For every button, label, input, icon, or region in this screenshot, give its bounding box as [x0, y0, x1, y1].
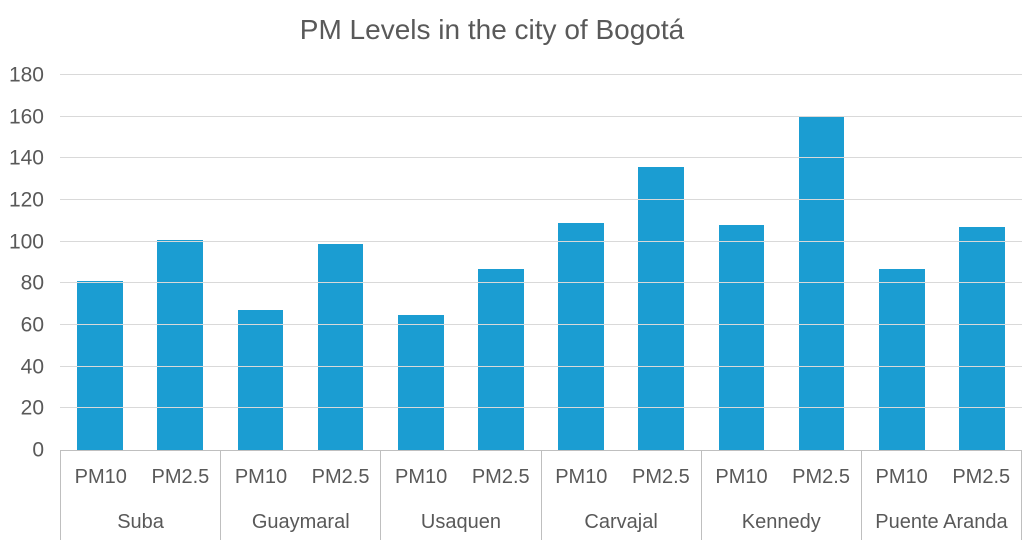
sub-category-row: PM10 PM2.5	[61, 451, 220, 504]
bar-PM10-Carvajal	[558, 222, 604, 450]
bar-PM10-Suba	[77, 281, 123, 450]
bar-slot	[701, 75, 781, 450]
bar-slot	[140, 75, 220, 450]
y-tick-label: 20	[20, 396, 44, 420]
gridline	[60, 407, 1022, 409]
bar-group	[381, 75, 541, 450]
x-axis-group: PM10 PM2.5 Guaymaral	[221, 451, 382, 540]
y-tick-label: 160	[8, 105, 44, 129]
bar-slot	[220, 75, 300, 450]
y-tick-label: 60	[20, 313, 44, 337]
y-axis: 0 20 40 60 80 100 120 140 160 180	[0, 65, 48, 461]
gridline	[60, 74, 1022, 75]
bar-slot	[541, 75, 621, 450]
bar-group	[220, 75, 380, 450]
sub-category-label: PM10	[234, 466, 288, 489]
plot-area	[60, 74, 1022, 450]
y-tick-label: 140	[8, 146, 44, 170]
bar-group	[60, 75, 220, 450]
x-axis-group: PM10 PM2.5 Suba	[61, 451, 222, 540]
bar-slot	[942, 75, 1022, 450]
bar-slot	[461, 75, 541, 450]
bar-group	[862, 75, 1022, 450]
x-axis-group: PM10 PM2.5 Kennedy	[702, 451, 862, 540]
sub-category-label: PM10	[555, 466, 608, 489]
group-label: Guaymaral	[251, 510, 350, 533]
sub-category-row: PM10 PM2.5	[542, 451, 701, 504]
sub-category-label: PM10	[875, 466, 928, 489]
gridline	[60, 240, 1022, 242]
bar-PM10-Guaymaral	[237, 310, 284, 450]
gridline	[60, 157, 1022, 159]
bar-slot	[621, 75, 701, 450]
group-label: Usaquen	[420, 510, 501, 533]
bar-group	[701, 75, 861, 450]
bar-slot	[781, 75, 861, 450]
chart-title: PM Levels in the city of Bogotá	[299, 14, 685, 45]
y-tick-label: 40	[20, 355, 44, 379]
bar-slot	[381, 75, 461, 450]
sub-category-label: PM2.5	[151, 466, 210, 489]
group-label: Kennedy	[741, 510, 821, 533]
sub-category-label: PM2.5	[311, 466, 370, 489]
sub-category-label: PM10	[395, 466, 448, 489]
bar-PM2.5-Guaymaral	[317, 243, 364, 450]
y-tick-label: 80	[20, 271, 44, 295]
sub-category-label: PM10	[74, 466, 127, 489]
sub-category-row: PM10 PM2.5	[862, 451, 1021, 504]
bar-groups	[60, 75, 1022, 450]
bar-slot	[60, 75, 140, 450]
bar-PM10-Usaquen	[397, 314, 444, 450]
x-axis-group: PM10 PM2.5 Carvajal	[542, 451, 702, 540]
y-tick-label: 180	[8, 63, 44, 87]
sub-category-row: PM10 PM2.5	[221, 451, 380, 504]
x-axis: PM10 PM2.5 Suba PM10 PM2.5 Guaymaral PM10 PM2.5…	[60, 450, 1023, 540]
sub-category-label: PM2.5	[792, 466, 850, 489]
sub-category-label: PM2.5	[632, 466, 690, 489]
gridline	[60, 324, 1022, 325]
y-tick-label: 100	[8, 230, 44, 254]
gridline	[60, 365, 1022, 367]
x-axis-group: PM10 PM2.5 Puente Aranda	[862, 451, 1023, 540]
group-label: Carvajal	[584, 510, 658, 533]
bar-PM2.5-Suba	[157, 239, 204, 450]
bar-PM10-Puente Aranda	[878, 268, 925, 450]
gridline	[60, 115, 1022, 117]
y-tick-label: 120	[8, 188, 44, 212]
bar-group	[541, 75, 701, 450]
gridline	[60, 199, 1022, 200]
bar-slot	[301, 75, 381, 450]
sub-category-row: PM10 PM2.5	[702, 451, 861, 504]
sub-category-label: PM2.5	[952, 466, 1011, 489]
bar-PM2.5-Carvajal	[638, 166, 685, 450]
sub-category-row: PM10 PM2.5	[381, 451, 540, 504]
y-tick-label: 0	[32, 438, 44, 462]
bar-PM2.5-Puente Aranda	[959, 227, 1005, 450]
group-label: Puente Aranda	[875, 510, 1008, 533]
bar-PM2.5-Usaquen	[478, 268, 524, 450]
x-axis-group: PM10 PM2.5 Usaquen	[381, 451, 542, 540]
bar-PM10-Kennedy	[718, 225, 765, 450]
gridline	[60, 282, 1022, 284]
group-label: Suba	[117, 510, 164, 533]
bar-slot	[862, 75, 942, 450]
sub-category-label: PM2.5	[471, 466, 530, 489]
sub-category-label: PM10	[715, 466, 768, 489]
